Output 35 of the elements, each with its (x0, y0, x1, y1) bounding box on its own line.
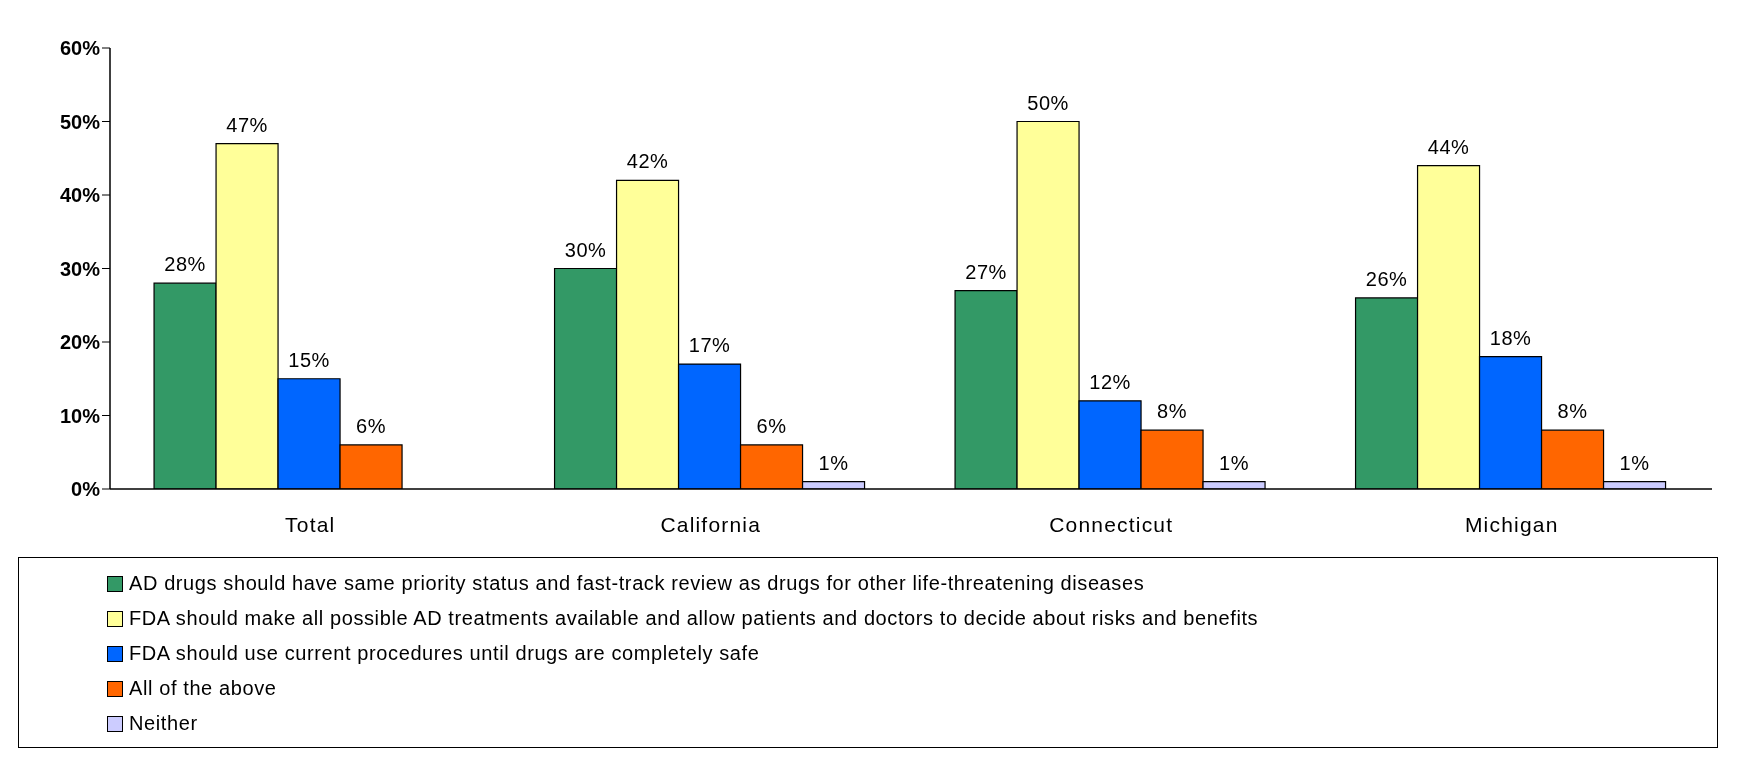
y-tick-label: 10% (59, 404, 101, 427)
legend-label: Neither (129, 712, 198, 735)
y-tick-label: 30% (59, 257, 101, 280)
x-tick-label: California (660, 512, 762, 536)
data-label: 28% (164, 253, 206, 276)
y-tick-label: 50% (59, 110, 101, 133)
legend-label: AD drugs should have same priority status and fast-track review as drugs for other life-threatening diseases (129, 572, 1145, 595)
legend-label: All of the above (129, 677, 277, 700)
y-tick-label: 20% (59, 331, 101, 354)
legend-label: FDA should make all possible AD treatments available and allow patients and doctors to decide about risks and benefits (129, 607, 1259, 630)
x-tick-label: Connecticut (1049, 512, 1174, 536)
data-label: 26% (1365, 267, 1408, 290)
data-label: 1% (1619, 451, 1650, 474)
data-label: 1% (1219, 451, 1250, 474)
data-label: 15% (288, 348, 330, 371)
data-label: 1% (818, 451, 849, 474)
data-label: 6% (356, 414, 387, 437)
x-tick-label: Total (285, 512, 336, 536)
data-label: 42% (626, 150, 669, 173)
y-tick-label: 40% (59, 184, 101, 207)
y-tick-label: 0% (71, 478, 101, 501)
data-label: 27% (965, 260, 1007, 283)
data-label: 6% (756, 414, 787, 437)
data-label: 18% (1489, 326, 1532, 349)
data-label: 8% (1557, 400, 1588, 423)
data-label: 47% (226, 113, 268, 136)
legend-label: FDA should use current procedures until drugs are completely safe (129, 642, 760, 665)
x-tick-label: Michigan (1464, 512, 1559, 536)
data-label: 44% (1427, 135, 1470, 158)
data-label: 12% (1089, 370, 1131, 393)
y-tick-label: 60% (59, 37, 101, 60)
data-label: 50% (1027, 91, 1069, 114)
data-label: 8% (1157, 400, 1188, 423)
data-label: 30% (564, 238, 607, 261)
data-label: 17% (688, 334, 731, 357)
